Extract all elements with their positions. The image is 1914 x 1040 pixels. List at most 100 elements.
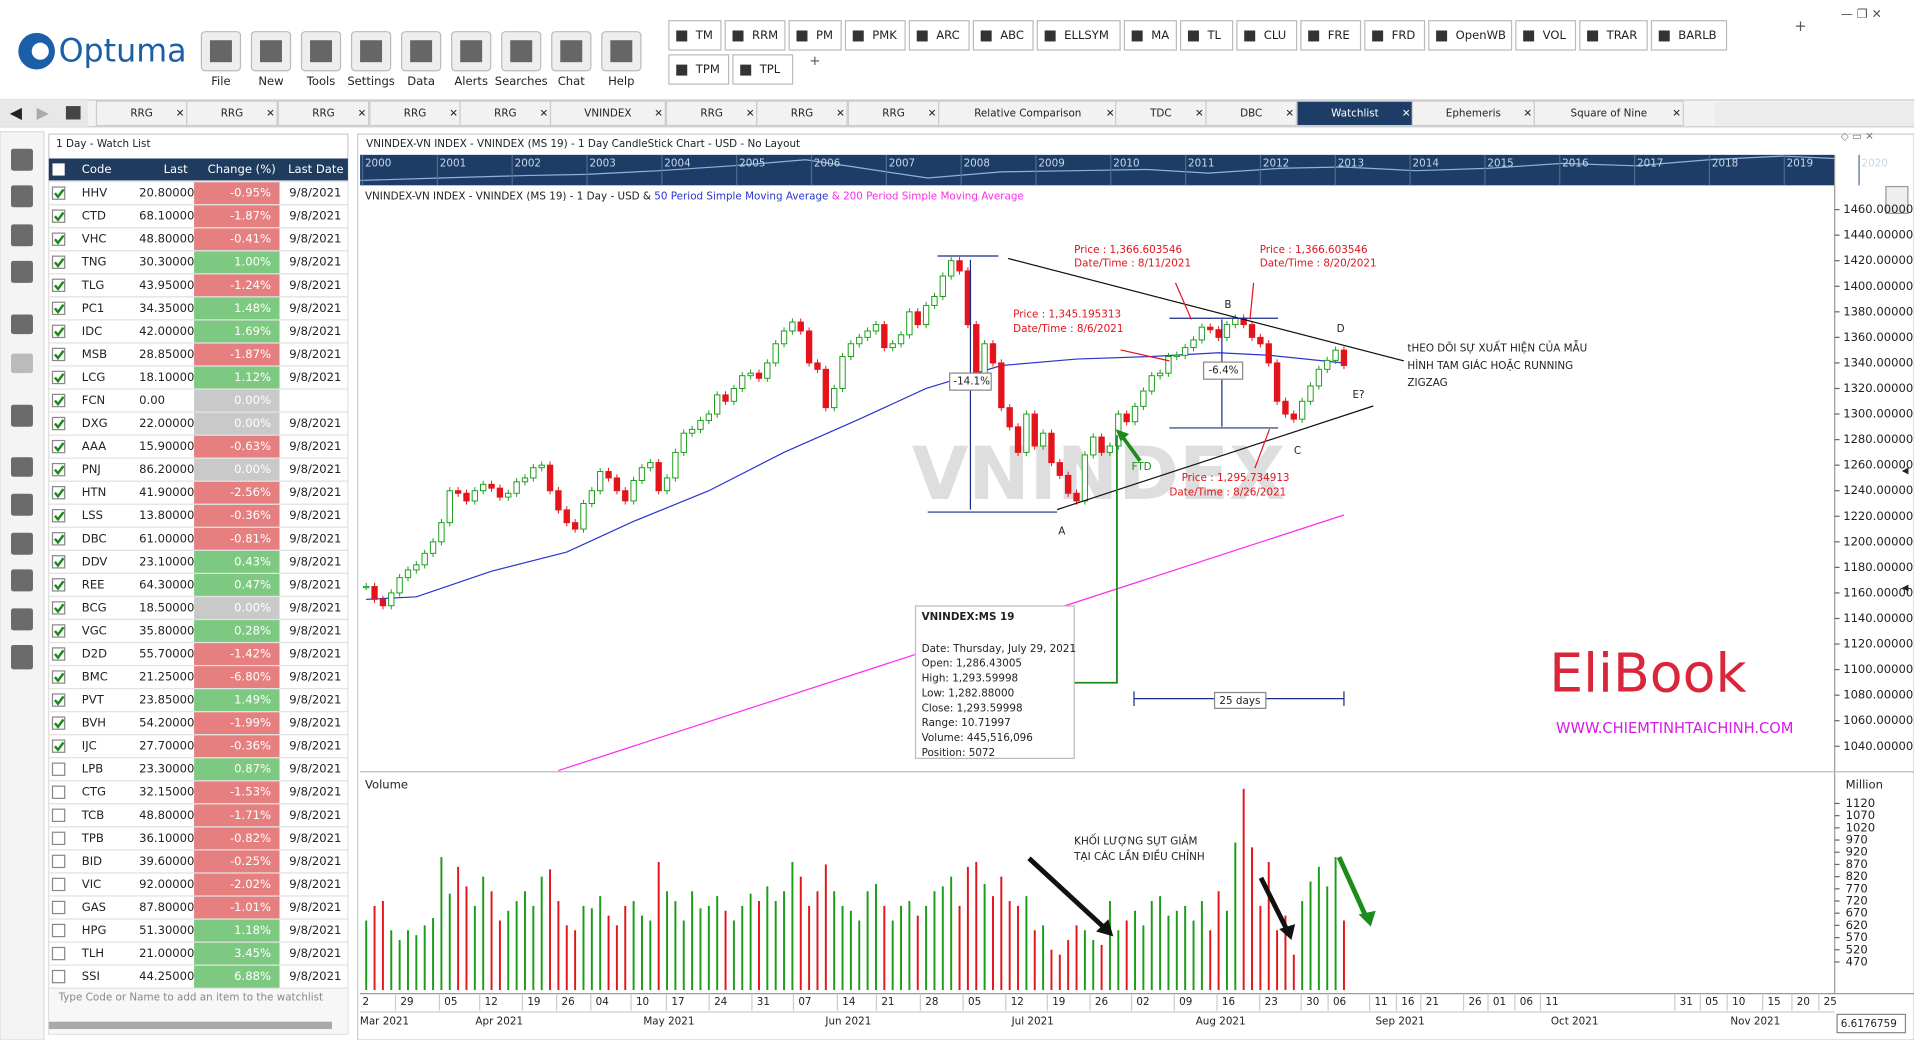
toolbar-label[interactable]: Alerts (454, 74, 488, 88)
tab-label[interactable]: Watchlist (1331, 107, 1378, 119)
icon[interactable] (10, 404, 33, 427)
tool-label[interactable]: ARC (936, 28, 959, 42)
tab-label[interactable]: RRG (130, 107, 152, 119)
tool-glyph[interactable] (796, 30, 808, 42)
tool-label[interactable]: TPL (759, 62, 781, 76)
select-all[interactable] (52, 163, 65, 176)
tool-button[interactable] (908, 20, 970, 51)
tool-glyph[interactable] (1523, 30, 1535, 42)
checkmark[interactable] (53, 557, 65, 568)
checkmark[interactable] (53, 442, 65, 453)
nav-back[interactable]: ◀ (10, 103, 23, 122)
toolbar-glyph[interactable] (610, 40, 633, 63)
checkmark[interactable] (53, 534, 65, 545)
tab[interactable] (1411, 100, 1535, 127)
tool-glyph[interactable] (1372, 30, 1384, 42)
nav-forward[interactable]: ▶ (37, 103, 50, 122)
sidebar-icons[interactable] (10, 148, 33, 670)
tool-glyph[interactable] (1587, 30, 1599, 42)
tab-label[interactable]: Ephemeris (1446, 107, 1501, 119)
tool-label[interactable]: RRM (752, 28, 778, 42)
tool-button[interactable] (1300, 20, 1362, 51)
tab[interactable] (1205, 100, 1297, 127)
tab-label[interactable]: RRG (312, 107, 334, 119)
tab-label[interactable]: TDC (1149, 107, 1172, 119)
column-header[interactable]: Last (164, 162, 189, 176)
icon[interactable] (10, 532, 33, 555)
tool-label[interactable]: PMK (872, 28, 897, 42)
tool-label[interactable]: TM (695, 28, 713, 42)
tab-label[interactable]: RRG (404, 107, 426, 119)
tool-label[interactable]: VOL (1543, 28, 1567, 42)
tool-glyph[interactable] (1131, 30, 1143, 42)
checkmark[interactable] (53, 350, 65, 361)
scroll-down[interactable]: ◂ (1902, 581, 1909, 596)
legend-item[interactable]: & (832, 190, 840, 202)
icon[interactable] (10, 569, 33, 592)
checkmark[interactable] (53, 718, 65, 729)
icon[interactable] (10, 224, 33, 247)
toolbar-glyph[interactable] (560, 40, 583, 63)
icon[interactable] (10, 457, 33, 477)
column-header[interactable]: Change (%) (208, 162, 276, 176)
tool-glyph[interactable] (1658, 30, 1670, 42)
tool-glyph[interactable] (676, 30, 688, 42)
checkmark[interactable] (53, 303, 65, 314)
tool-glyph[interactable] (1044, 30, 1056, 42)
tool-button[interactable] (972, 20, 1034, 51)
tab[interactable] (459, 100, 552, 127)
tool-button[interactable] (1180, 20, 1234, 51)
checkbox[interactable] (51, 877, 66, 892)
checkmark[interactable] (53, 649, 65, 660)
window-controls[interactable]: — ❐ ✕ (1841, 7, 1882, 21)
column-header[interactable]: Last Date (288, 162, 344, 176)
icon[interactable] (10, 353, 33, 374)
checkmark[interactable] (53, 603, 65, 614)
checkmark[interactable] (53, 695, 65, 706)
checkmark[interactable] (53, 672, 65, 683)
toolbar-glyph[interactable] (209, 40, 232, 63)
tab-close[interactable]: ✕ (746, 107, 755, 119)
tool-label[interactable]: TL (1206, 28, 1221, 42)
tab-close[interactable]: ✕ (1106, 107, 1115, 119)
tool-glyph[interactable] (1308, 30, 1320, 42)
lock[interactable] (1885, 185, 1909, 214)
checkmark[interactable] (53, 188, 65, 199)
checkmark[interactable] (53, 326, 65, 338)
icon[interactable] (10, 644, 33, 670)
checkmark[interactable] (53, 257, 65, 268)
legend-item[interactable]: VNINDEX-VN INDEX - VNINDEX (MS 19) - 1 D… (365, 190, 651, 202)
icon[interactable] (10, 185, 33, 208)
tab-close[interactable]: ✕ (176, 107, 185, 119)
tab-close[interactable]: ✕ (654, 107, 663, 119)
tool-glyph[interactable] (676, 64, 688, 76)
checkmark[interactable] (53, 741, 65, 752)
scrollbar[interactable] (48, 1021, 333, 1030)
toolbar-glyph[interactable] (510, 40, 533, 63)
tab[interactable] (1296, 100, 1414, 127)
tab-close[interactable]: ✕ (1195, 107, 1204, 119)
tab[interactable] (186, 100, 278, 127)
toolbar-glyph[interactable] (460, 40, 483, 63)
tab-close[interactable]: ✕ (1523, 107, 1532, 119)
checkmark[interactable] (53, 373, 65, 384)
tab-label[interactable]: RRG (700, 107, 722, 119)
checkmark[interactable] (53, 488, 65, 499)
tab[interactable] (277, 100, 370, 127)
tool-label[interactable]: PM (816, 28, 833, 42)
checkbox[interactable] (51, 923, 66, 938)
tab-close[interactable]: ✕ (836, 107, 845, 119)
tab-close[interactable]: ✕ (540, 107, 549, 119)
chart-controls[interactable]: ◇ ▭ ✕ (1841, 131, 1874, 143)
tool-label[interactable]: TPM (695, 62, 720, 76)
tab-close[interactable]: ✕ (1672, 107, 1681, 119)
tool-glyph[interactable] (1436, 30, 1448, 42)
checkbox[interactable] (51, 969, 66, 984)
checkmark[interactable] (53, 211, 65, 222)
tab[interactable] (369, 100, 461, 127)
tab-close[interactable]: ✕ (449, 107, 458, 119)
checkbox[interactable] (51, 854, 66, 869)
watchlist-input[interactable]: Type Code or Name to add an item to the … (58, 991, 324, 1003)
tab-close[interactable]: ✕ (1402, 107, 1411, 119)
tab-tools[interactable] (1715, 102, 1914, 126)
